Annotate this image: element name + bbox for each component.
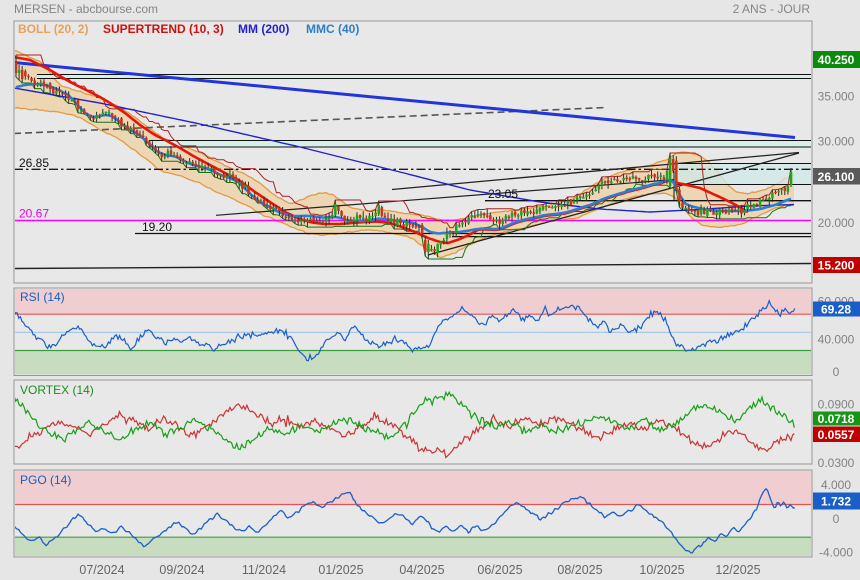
svg-text:0.0718: 0.0718 — [818, 412, 855, 426]
svg-text:01/2025: 01/2025 — [318, 563, 363, 577]
svg-text:0: 0 — [833, 365, 840, 379]
svg-text:09/2024: 09/2024 — [159, 563, 204, 577]
svg-text:35.000: 35.000 — [818, 90, 855, 104]
svg-text:07/2024: 07/2024 — [79, 563, 124, 577]
svg-text:10/2025: 10/2025 — [639, 563, 684, 577]
svg-text:26.100: 26.100 — [818, 170, 855, 184]
svg-text:23.05: 23.05 — [488, 187, 518, 201]
svg-text:VORTEX (14): VORTEX (14) — [20, 383, 94, 397]
svg-text:0.0900: 0.0900 — [818, 398, 855, 412]
svg-text:20.67: 20.67 — [19, 207, 49, 221]
svg-text:MM (200): MM (200) — [238, 22, 289, 36]
svg-text:-4.000: -4.000 — [819, 546, 853, 560]
svg-text:MERSEN - abcbourse.com: MERSEN - abcbourse.com — [14, 2, 158, 16]
svg-text:20.000: 20.000 — [818, 216, 855, 230]
svg-text:0.0557: 0.0557 — [818, 428, 855, 442]
svg-text:0: 0 — [833, 512, 840, 526]
svg-text:06/2025: 06/2025 — [477, 563, 522, 577]
svg-text:26.85: 26.85 — [19, 156, 49, 170]
svg-text:40.000: 40.000 — [818, 333, 855, 347]
svg-text:2 ANS - JOUR: 2 ANS - JOUR — [733, 2, 811, 16]
svg-text:1.732: 1.732 — [821, 495, 851, 509]
svg-text:0.0300: 0.0300 — [818, 456, 855, 470]
svg-text:MMC (40): MMC (40) — [306, 22, 359, 36]
svg-text:69.28: 69.28 — [821, 303, 851, 317]
svg-text:PGO (14): PGO (14) — [20, 473, 71, 487]
svg-text:11/2024: 11/2024 — [242, 563, 286, 577]
svg-text:40.250: 40.250 — [818, 53, 855, 67]
svg-text:08/2025: 08/2025 — [557, 563, 602, 577]
svg-text:4.000: 4.000 — [821, 478, 851, 492]
svg-text:30.000: 30.000 — [818, 135, 855, 149]
svg-text:04/2025: 04/2025 — [399, 563, 444, 577]
svg-text:15.200: 15.200 — [818, 259, 855, 273]
svg-text:SUPERTREND (10, 3): SUPERTREND (10, 3) — [103, 22, 224, 36]
svg-text:BOLL (20, 2): BOLL (20, 2) — [18, 22, 88, 36]
svg-text:19.20: 19.20 — [142, 220, 172, 234]
svg-text:12/2025: 12/2025 — [715, 563, 760, 577]
svg-text:RSI (14): RSI (14) — [20, 290, 65, 304]
